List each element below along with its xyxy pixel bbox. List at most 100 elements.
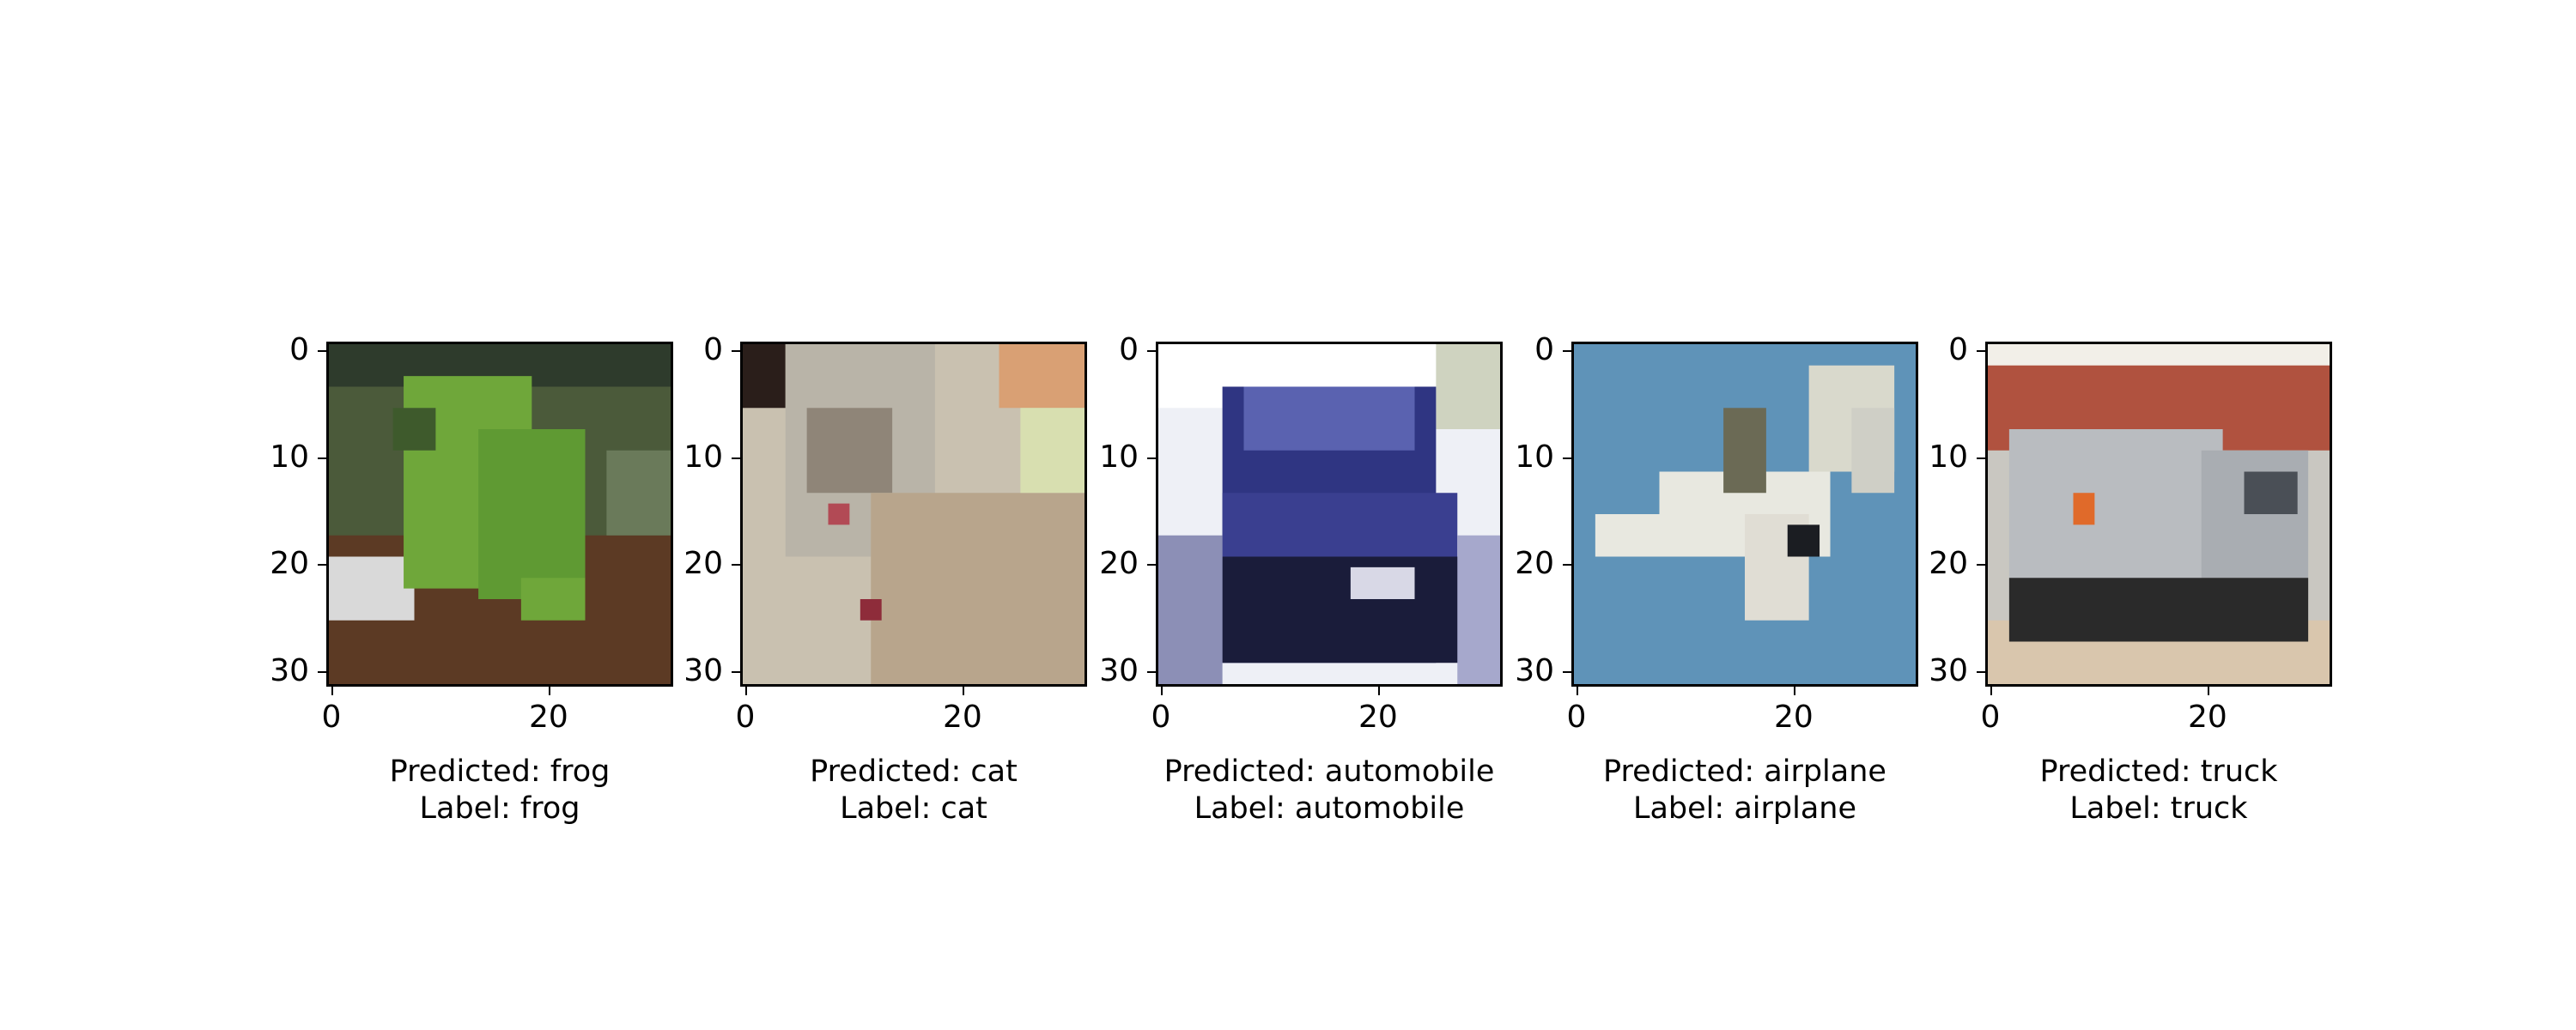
label-line: Label: frog xyxy=(302,791,697,827)
y-tick-label: 30 xyxy=(1515,652,1554,688)
y-tick-mark xyxy=(1563,350,1571,352)
y-tick-label: 30 xyxy=(1929,652,1968,688)
image-region xyxy=(1436,344,1500,429)
x-tick-label: 0 xyxy=(1151,700,1171,735)
label-value: airplane xyxy=(1734,791,1856,826)
truck-chassis xyxy=(2008,578,2309,642)
predicted-line: Predicted: frog xyxy=(302,754,697,791)
pixel-image xyxy=(1158,344,1500,684)
image-region xyxy=(1787,524,1820,557)
y-tick-label: 0 xyxy=(1948,332,1968,367)
x-tick-label: 20 xyxy=(1773,700,1814,735)
image-region xyxy=(1158,535,1223,684)
y-tick-mark xyxy=(1147,670,1156,673)
predicted-line: Predicted: automobile xyxy=(1132,754,1527,791)
y-tick-label: 20 xyxy=(1099,546,1139,582)
y-tick-mark xyxy=(732,457,740,459)
y-tick-mark xyxy=(1563,670,1571,673)
predicted-prefix: Predicted: xyxy=(1163,754,1325,789)
image-region xyxy=(1723,408,1766,494)
y-tick-mark xyxy=(732,670,740,673)
image-region xyxy=(2073,493,2095,525)
y-tick-label: 20 xyxy=(683,546,723,582)
y-tick-mark xyxy=(1563,564,1571,566)
label-value: frog xyxy=(519,791,580,826)
x-tick-mark xyxy=(1577,687,1578,695)
y-tick-mark xyxy=(318,457,326,459)
y-tick-label: 30 xyxy=(270,652,309,688)
predicted-prefix: Predicted: xyxy=(389,754,550,789)
y-tick-mark xyxy=(1147,457,1156,459)
x-tick-label: 20 xyxy=(942,700,982,735)
y-tick-label: 0 xyxy=(1119,332,1139,367)
y-tick-mark xyxy=(318,564,326,566)
x-tick-mark xyxy=(1990,687,1992,695)
x-tick-label: 0 xyxy=(1566,700,1587,735)
image-region xyxy=(743,344,786,409)
image-region xyxy=(478,429,586,599)
sample-image xyxy=(740,342,1087,687)
y-tick-mark xyxy=(318,350,326,352)
label-prefix: Label: xyxy=(840,791,941,826)
image-region xyxy=(1851,408,1895,494)
cat-body xyxy=(871,493,1084,684)
predicted-value: airplane xyxy=(1764,754,1886,789)
image-region xyxy=(329,556,415,621)
predicted-line: Predicted: airplane xyxy=(1547,754,1942,791)
label-prefix: Label: xyxy=(1194,791,1295,826)
predicted-value: cat xyxy=(970,754,1018,789)
image-region xyxy=(1988,344,2330,366)
x-tick-label: 20 xyxy=(1358,700,1398,735)
x-tick-label: 20 xyxy=(2187,700,2227,735)
predicted-line: Predicted: cat xyxy=(716,754,1111,791)
image-region xyxy=(1457,535,1500,684)
image-region xyxy=(1350,566,1415,599)
prediction-caption: Predicted: cat Label: cat xyxy=(716,754,1111,827)
sample-image xyxy=(326,342,673,687)
y-tick-mark xyxy=(1977,457,1985,459)
image-region xyxy=(806,408,893,494)
prediction-caption: Predicted: truck Label: truck xyxy=(1961,754,2356,827)
pixel-image xyxy=(329,344,671,684)
image-region xyxy=(2244,471,2298,514)
image-region xyxy=(999,344,1084,409)
x-tick-mark xyxy=(745,687,747,695)
predicted-line: Predicted: truck xyxy=(1961,754,2356,791)
y-tick-label: 0 xyxy=(1534,332,1554,367)
y-tick-label: 10 xyxy=(1515,439,1554,475)
label-line: Label: cat xyxy=(716,791,1111,827)
x-tick-mark xyxy=(1793,687,1795,695)
image-region xyxy=(520,578,586,621)
image-region xyxy=(392,408,436,451)
y-tick-mark xyxy=(1977,350,1985,352)
predicted-value: truck xyxy=(2200,754,2278,789)
y-tick-label: 10 xyxy=(1929,439,1968,475)
pixel-image xyxy=(1574,344,1916,684)
y-tick-mark xyxy=(1563,457,1571,459)
sample-image xyxy=(1985,342,2332,687)
predicted-prefix: Predicted: xyxy=(810,754,971,789)
y-tick-mark xyxy=(732,350,740,352)
y-tick-label: 20 xyxy=(1929,546,1968,582)
image-region xyxy=(1020,408,1084,494)
image-region xyxy=(860,599,882,621)
image-region xyxy=(606,450,671,536)
x-tick-label: 0 xyxy=(735,700,756,735)
label-prefix: Label: xyxy=(2069,791,2171,826)
label-prefix: Label: xyxy=(419,791,520,826)
sample-image xyxy=(1571,342,1918,687)
predicted-prefix: Predicted: xyxy=(2039,754,2201,789)
y-tick-label: 10 xyxy=(270,439,309,475)
x-tick-label: 0 xyxy=(1980,700,2001,735)
x-tick-label: 20 xyxy=(528,700,568,735)
y-tick-mark xyxy=(1147,564,1156,566)
pixel-image xyxy=(743,344,1084,684)
pixel-image xyxy=(1988,344,2330,684)
y-tick-label: 30 xyxy=(1099,652,1139,688)
label-value: automobile xyxy=(1294,791,1465,826)
